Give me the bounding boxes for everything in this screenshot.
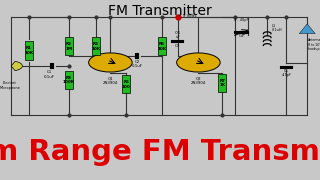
Text: 10km Range FM Transmitter: 10km Range FM Transmitter — [0, 138, 320, 166]
FancyBboxPatch shape — [65, 71, 73, 89]
Text: C1
0.1uF: C1 0.1uF — [44, 70, 55, 79]
Text: C5
4.7pF: C5 4.7pF — [282, 69, 291, 77]
Circle shape — [177, 53, 220, 72]
FancyBboxPatch shape — [92, 37, 100, 55]
Text: Antenna
8 to 10" of
hookup wire: Antenna 8 to 10" of hookup wire — [308, 38, 320, 51]
Text: C4: C4 — [239, 34, 244, 38]
Polygon shape — [299, 24, 315, 34]
Circle shape — [89, 53, 132, 72]
Text: 4 - 40pF: 4 - 40pF — [234, 19, 249, 22]
Wedge shape — [11, 61, 22, 71]
Text: R6
10K: R6 10K — [157, 42, 166, 51]
Text: Q2
2N3904: Q2 2N3904 — [191, 76, 206, 85]
FancyBboxPatch shape — [157, 37, 166, 55]
Text: L1
0.1uH: L1 0.1uH — [271, 24, 282, 32]
Text: Electret
Microphone: Electret Microphone — [0, 81, 20, 90]
FancyBboxPatch shape — [25, 41, 33, 60]
Text: R7
1K: R7 1K — [220, 78, 225, 87]
Text: C2
0.1uF: C2 0.1uF — [132, 60, 143, 68]
FancyBboxPatch shape — [65, 37, 73, 55]
Text: C3: C3 — [175, 44, 180, 48]
Text: FM Transmitter: FM Transmitter — [108, 4, 212, 18]
FancyBboxPatch shape — [219, 74, 227, 92]
Text: + 9 Volts: + 9 Volts — [178, 14, 196, 18]
Text: R3
100K: R3 100K — [63, 76, 75, 84]
Text: R4
10K: R4 10K — [92, 42, 100, 51]
Text: R1
10K: R1 10K — [24, 46, 33, 55]
Text: R5
100: R5 100 — [122, 80, 131, 89]
Text: Q1
2N3904: Q1 2N3904 — [103, 76, 118, 85]
Text: R2
1M: R2 1M — [65, 42, 72, 51]
FancyBboxPatch shape — [123, 75, 131, 93]
Text: .01
uF: .01 uF — [174, 31, 181, 39]
